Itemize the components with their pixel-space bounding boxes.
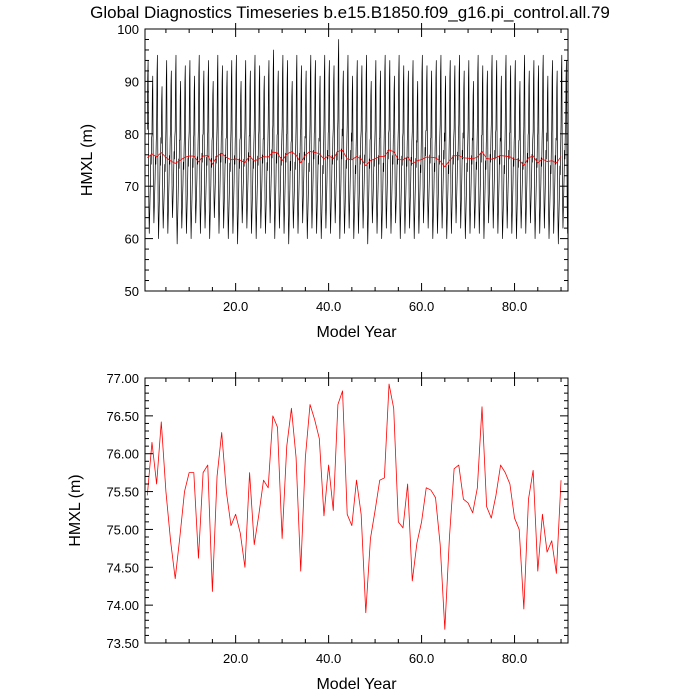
x-tick-label: 80.0 [502, 651, 527, 666]
x-tick-label: 80.0 [502, 299, 527, 314]
y-tick-label: 80 [125, 127, 139, 142]
top-panel: 20.0 40.0 60.0 80.0 50 60 70 80 90 100 Model Year H… [79, 22, 569, 341]
plot-frame [144, 28, 569, 292]
y-tick-label: 60 [125, 232, 139, 247]
y-tick-label: 76.50 [106, 409, 139, 424]
x-tick-label: 60.0 [409, 299, 434, 314]
y-tick-label: 75.00 [106, 522, 139, 537]
y-axis-label: HMXL (m) [67, 474, 84, 546]
y-tick-label: 100 [117, 22, 139, 37]
x-tick-label: 20.0 [223, 651, 248, 666]
x-tick-label: 40.0 [316, 651, 341, 666]
x-axis-label: Model Year [316, 324, 397, 341]
y-axis-label: HMXL (m) [79, 124, 96, 196]
plot-frame [144, 377, 569, 644]
series-line-monthly [146, 39, 569, 245]
bottom-panel: 20.0 40.0 60.0 80.0 73.50 74.00 74.50 75.00 75.5… [67, 371, 569, 693]
x-tick-label: 40.0 [316, 299, 341, 314]
x-axis-label: Model Year [316, 676, 397, 693]
x-tick-label: 60.0 [409, 651, 434, 666]
y-tick-label: 74.50 [106, 560, 139, 575]
series-line-annual [147, 149, 562, 168]
series-line-annual [146, 383, 562, 630]
x-tick-label: 20.0 [223, 299, 248, 314]
y-tick-label: 90 [125, 74, 139, 89]
chart-title: Global Diagnostics Timeseries b.e15.B185… [90, 3, 610, 22]
y-tick-label: 73.50 [106, 636, 139, 651]
y-tick-label: 76.00 [106, 447, 139, 462]
y-tick-label: 70 [125, 179, 139, 194]
y-tick-label: 77.00 [106, 371, 139, 386]
y-tick-label: 50 [125, 284, 139, 299]
y-tick-label: 75.50 [106, 485, 139, 500]
y-tick-label: 74.00 [106, 598, 139, 613]
